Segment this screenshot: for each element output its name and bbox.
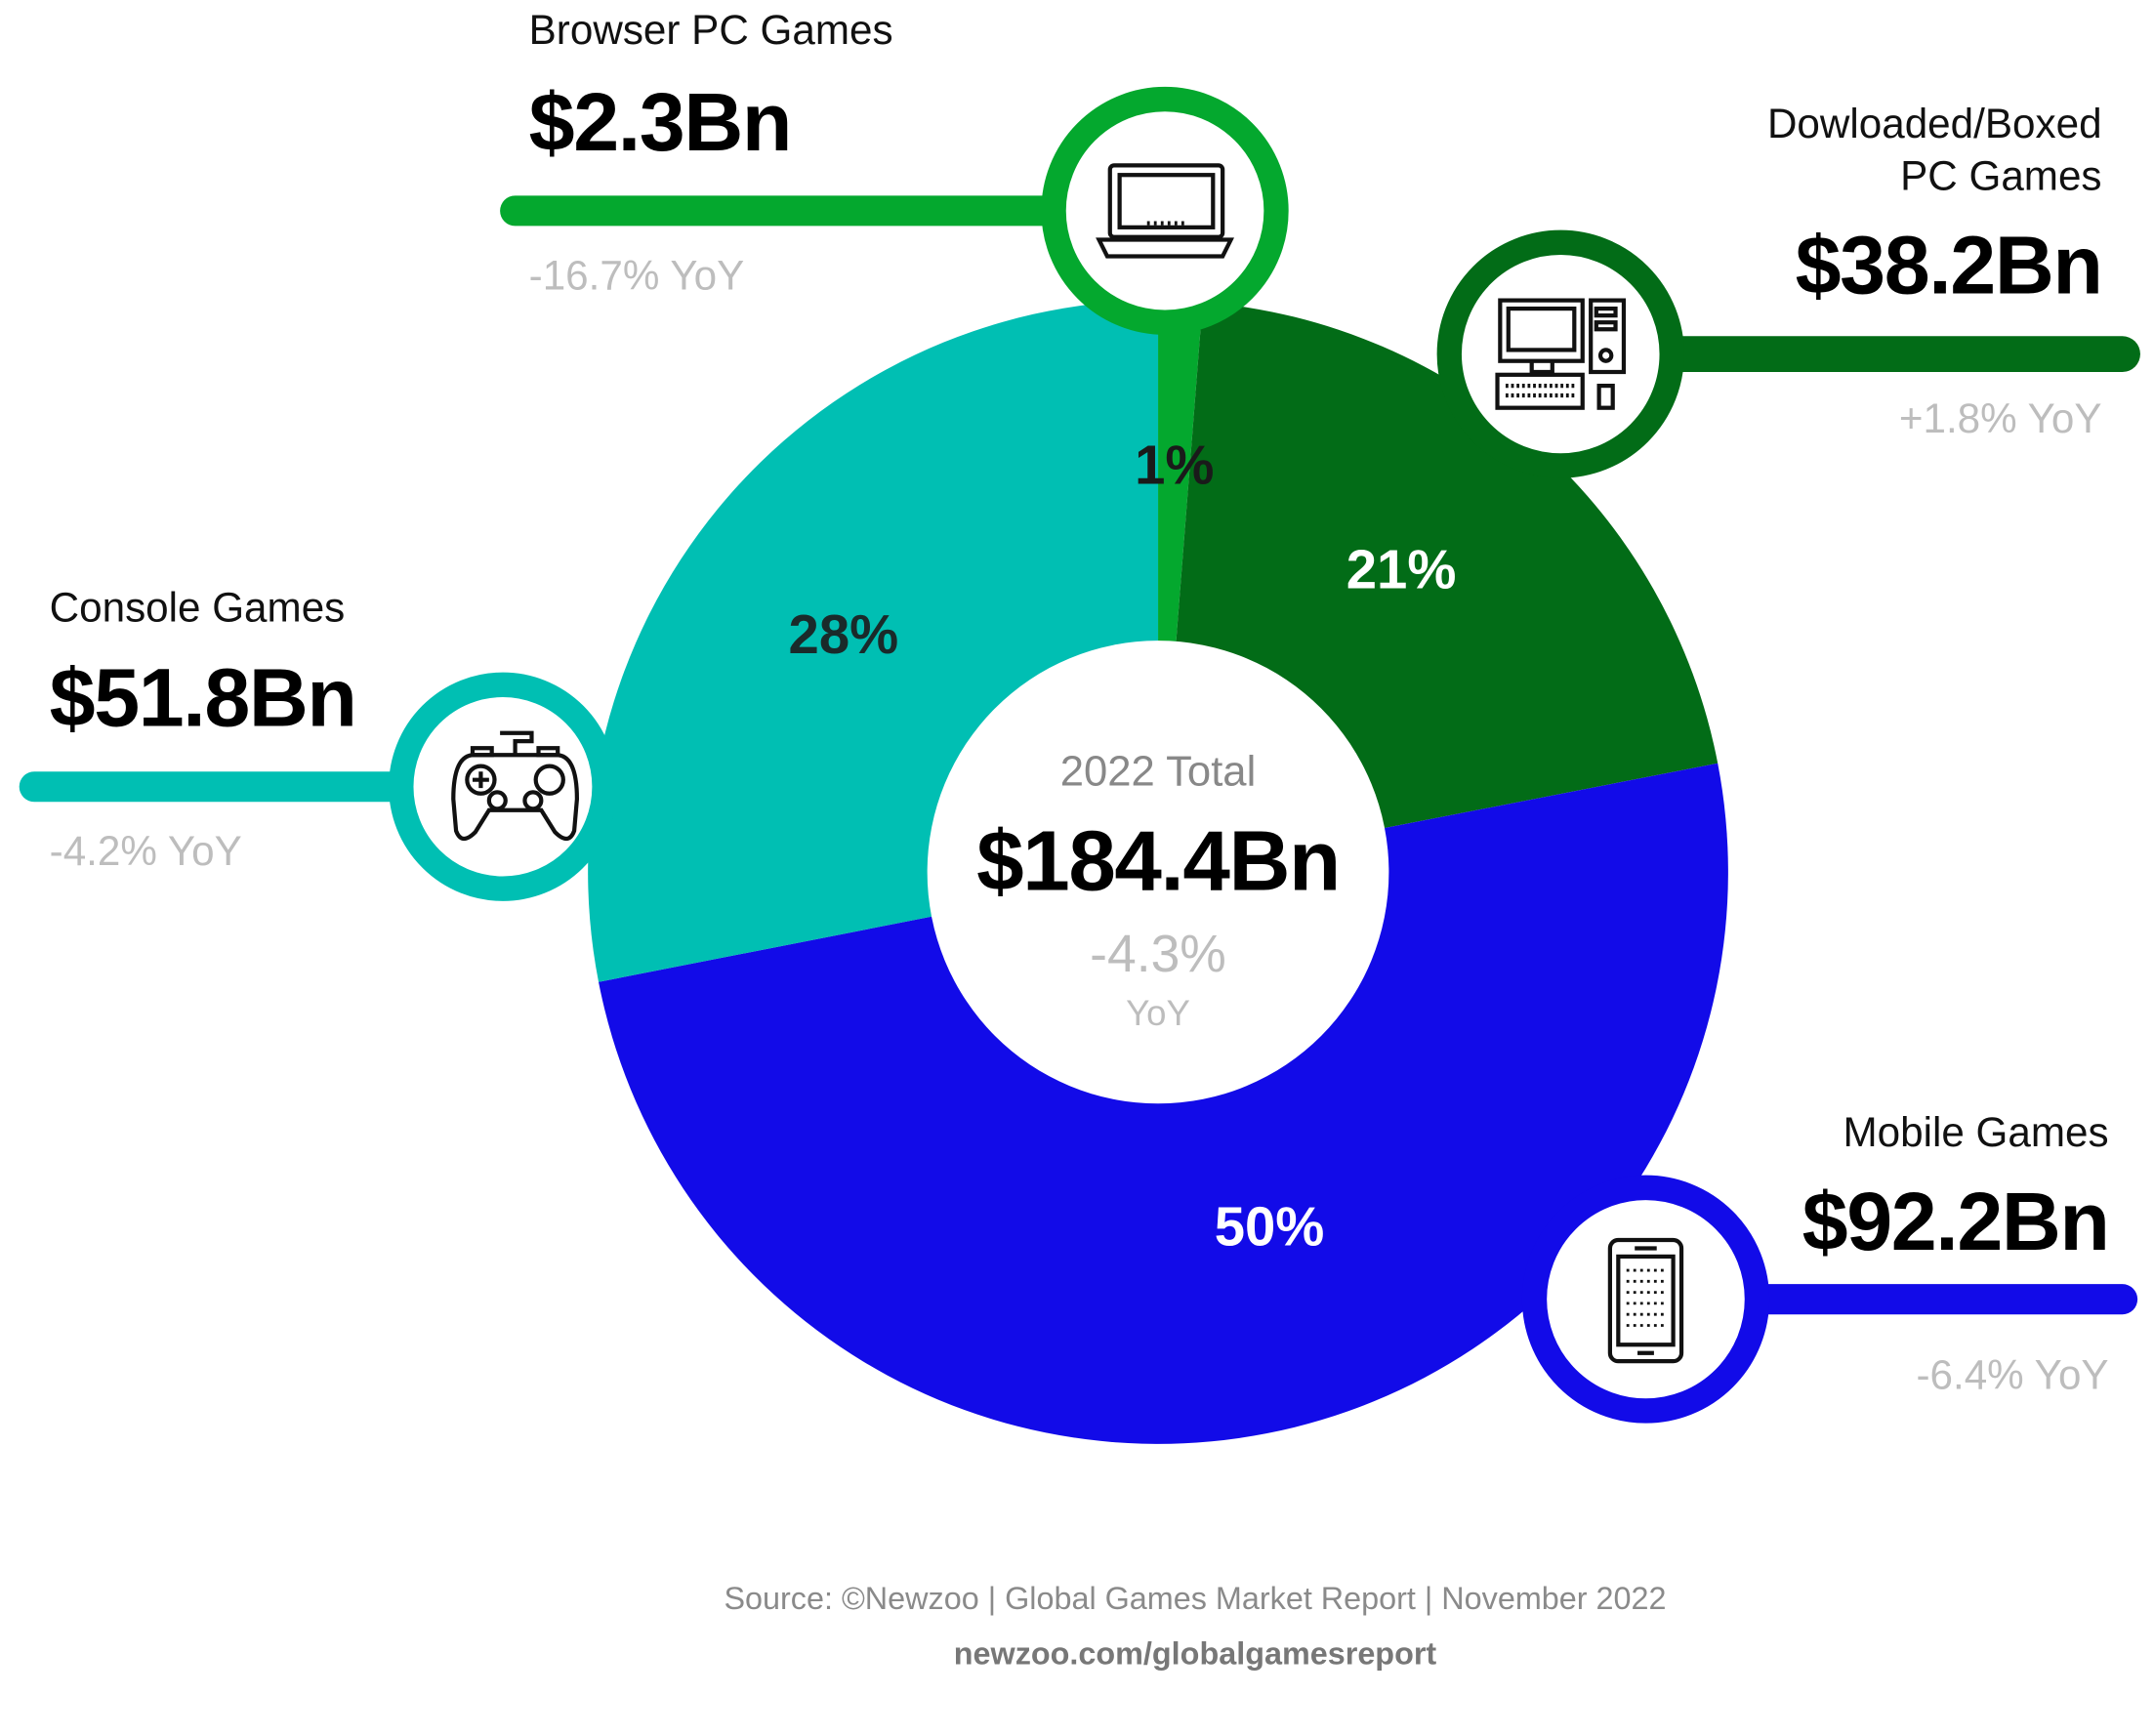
downloaded-percent-label: 21% bbox=[1346, 540, 1457, 601]
mobile-label: Mobile Games bbox=[1843, 1110, 2109, 1156]
browser-icon-ring bbox=[1041, 86, 1289, 335]
mobile-value: $92.2Bn bbox=[1802, 1175, 2110, 1268]
mobile-icon-ring bbox=[1521, 1175, 1770, 1424]
browser-yoy: -16.7% YoY bbox=[528, 253, 745, 300]
center-total-value: $184.4Bn bbox=[976, 813, 1341, 910]
downloaded-icon-ring bbox=[1436, 229, 1684, 478]
downloaded-label-line-2: PC Games bbox=[1900, 154, 2102, 200]
source-text: Source: ©Newzoo | Global Games Market Re… bbox=[724, 1580, 1667, 1617]
donut-hole bbox=[927, 641, 1389, 1104]
gamepad-icon bbox=[451, 730, 580, 842]
browser-label: Browser PC Games bbox=[528, 8, 893, 55]
console-yoy: -4.2% YoY bbox=[49, 829, 242, 876]
laptop-icon bbox=[1096, 163, 1234, 259]
console-percent-label: 28% bbox=[788, 604, 899, 666]
report-url[interactable]: newzoo.com/globalgamesreport bbox=[953, 1634, 1437, 1672]
console-icon-ring bbox=[389, 672, 617, 901]
browser-value: $2.3Bn bbox=[528, 75, 793, 169]
console-label: Console Games bbox=[49, 585, 346, 632]
desktop-pc-icon bbox=[1495, 298, 1627, 410]
mobile-percent-label: 50% bbox=[1214, 1197, 1325, 1259]
center-change: -4.3% bbox=[1090, 926, 1226, 984]
downloaded-yoy: +1.8% YoY bbox=[1898, 396, 2102, 442]
downloaded-label-line-1: Dowloaded/Boxed bbox=[1766, 102, 2102, 147]
browser-percent-label: 1% bbox=[1135, 434, 1215, 496]
center-title: 2022 Total bbox=[1059, 746, 1257, 796]
mobile-yoy: -6.4% YoY bbox=[1916, 1352, 2109, 1399]
console-value: $51.8Bn bbox=[49, 651, 357, 744]
center-change-unit: YoY bbox=[1126, 991, 1190, 1034]
downloaded-value: $38.2Bn bbox=[1795, 219, 2103, 311]
mobile-slice bbox=[599, 763, 1728, 1444]
smartphone-icon bbox=[1607, 1237, 1684, 1364]
